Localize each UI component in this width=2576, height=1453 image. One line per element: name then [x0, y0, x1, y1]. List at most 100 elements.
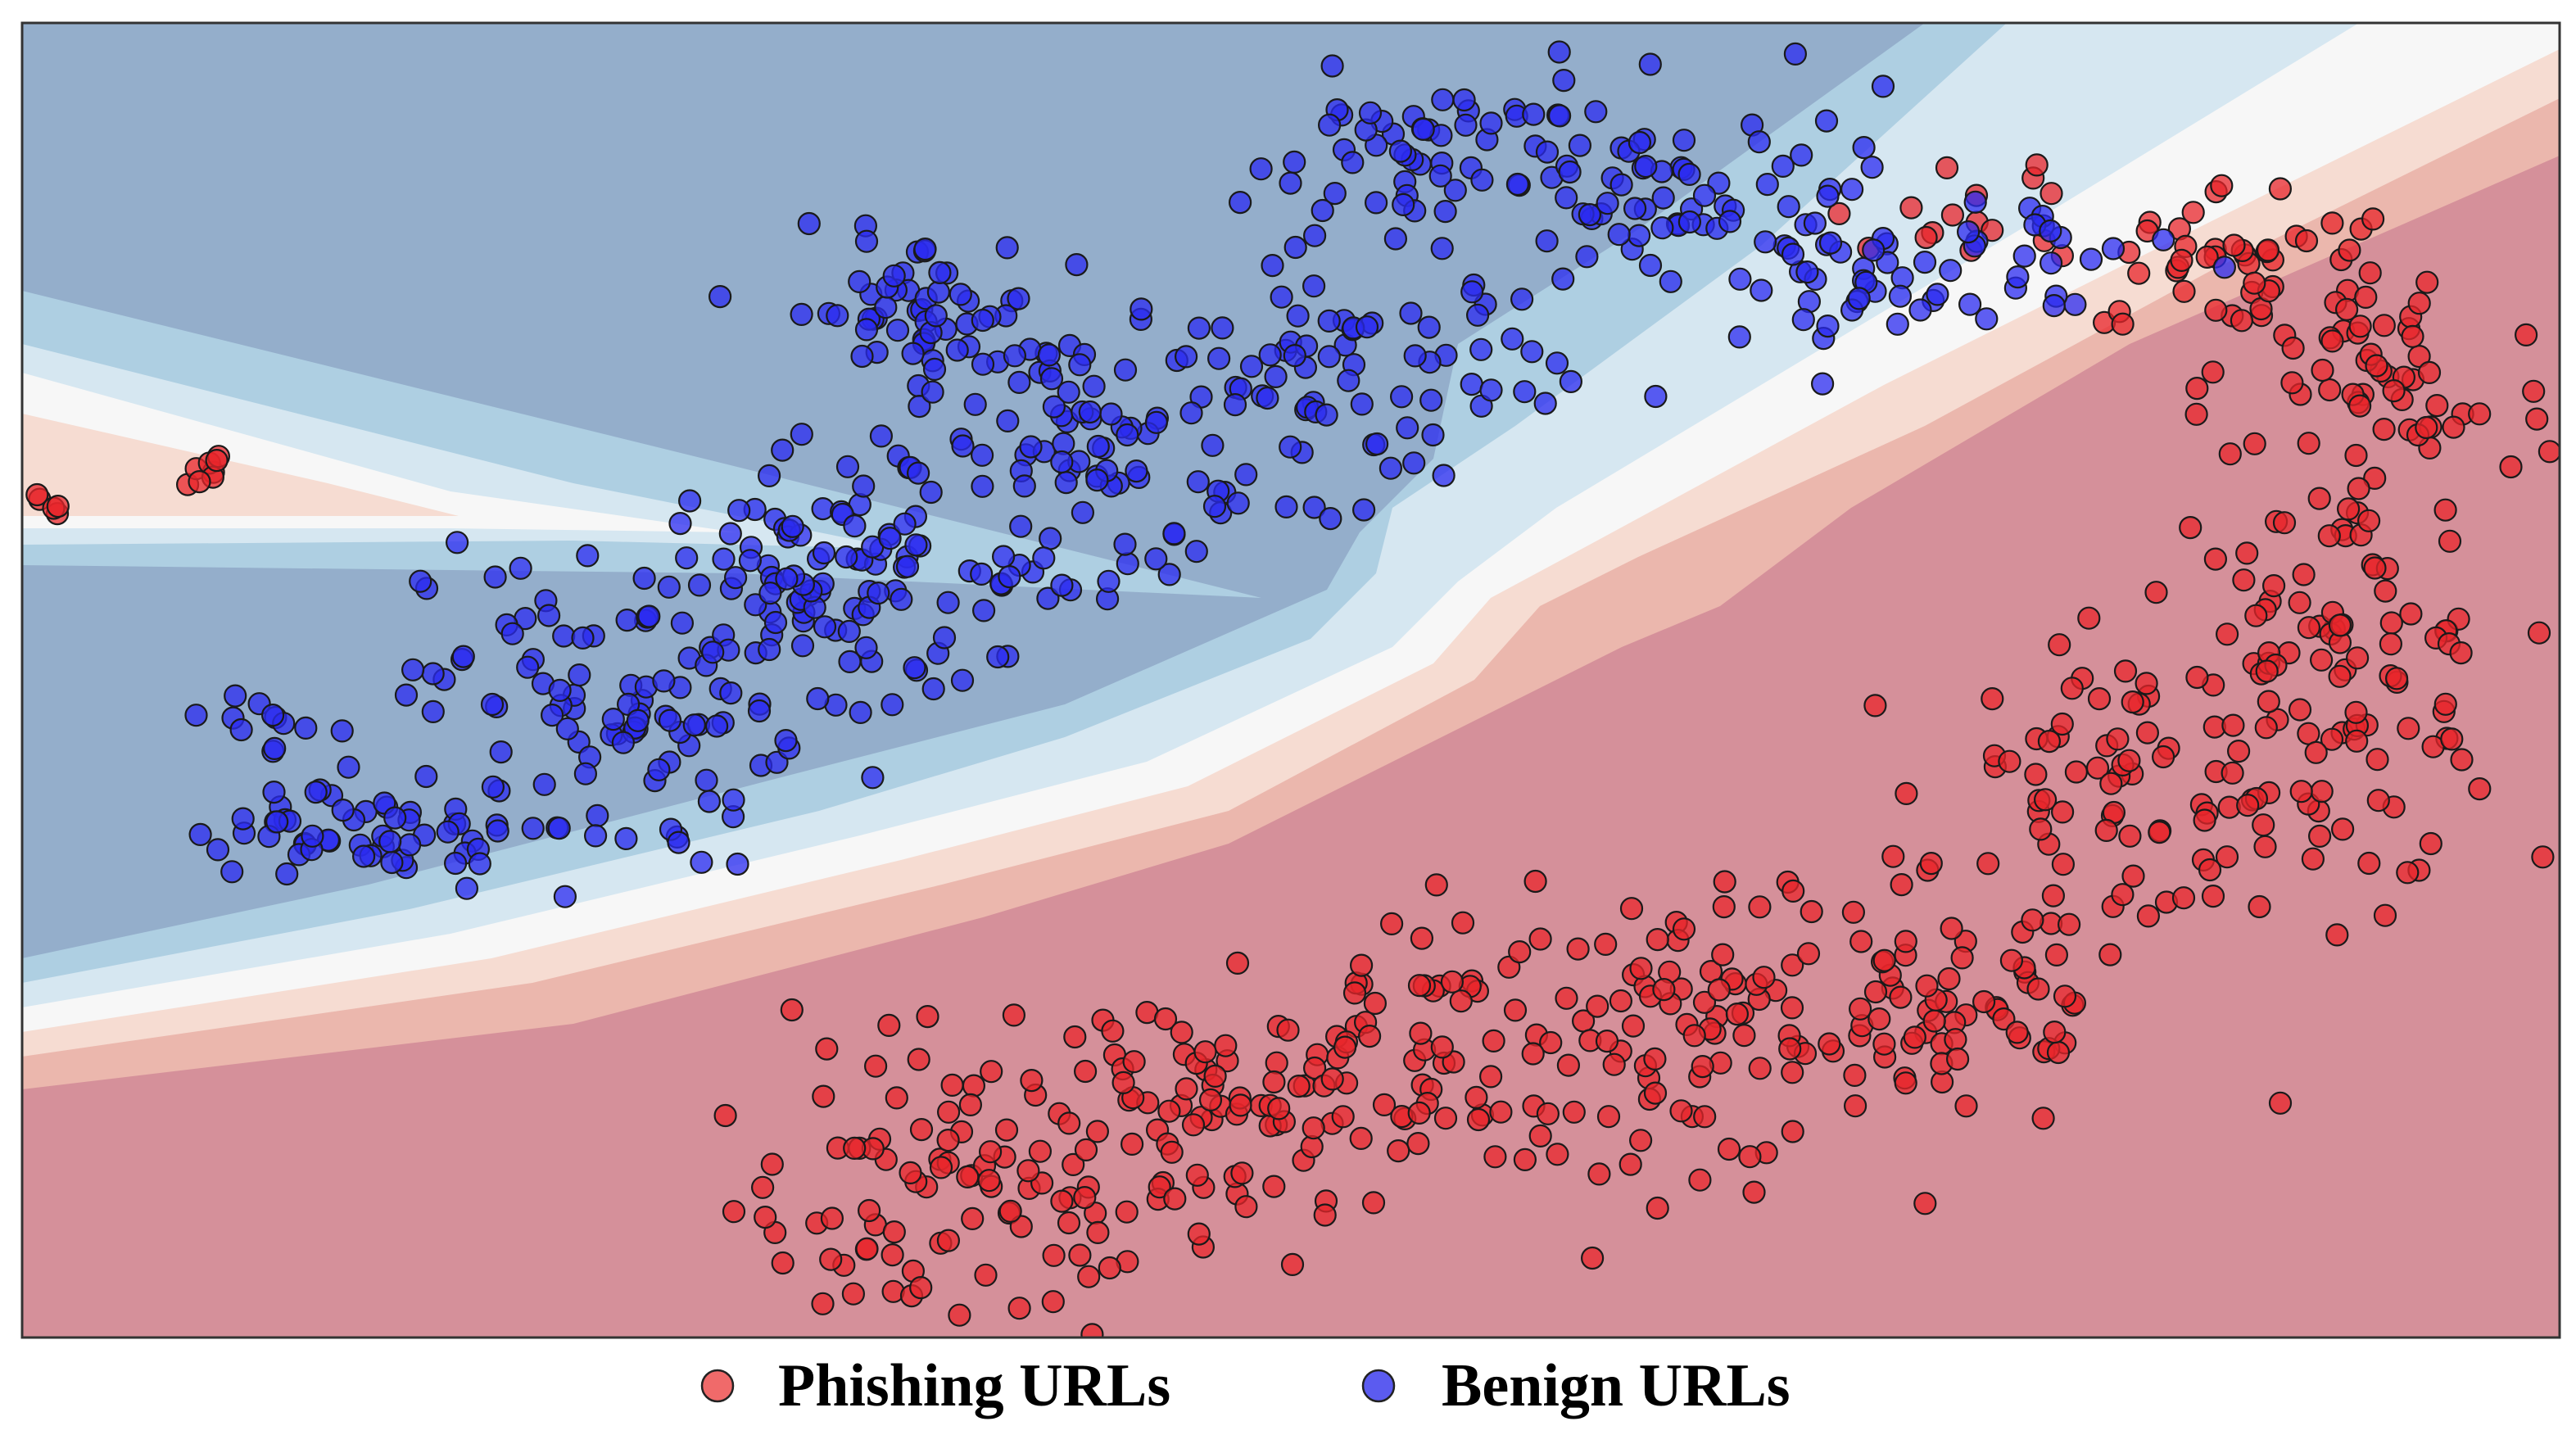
benign-point [548, 678, 572, 703]
phishing-point [1732, 1023, 1756, 1048]
benign-point [996, 409, 1020, 433]
phishing-point [2044, 943, 2068, 967]
benign-point [843, 514, 867, 538]
phishing-point [977, 1169, 1001, 1193]
phishing-point [2382, 379, 2406, 403]
phishing-point [1185, 1163, 1209, 1187]
benign-point [1728, 267, 1752, 291]
benign-point [986, 645, 1010, 669]
phishing-point [780, 998, 804, 1022]
phishing-point [1503, 998, 1528, 1022]
phishing-point [1628, 1129, 1653, 1152]
phishing-point [1946, 1047, 1970, 1071]
benign-point [1113, 358, 1138, 382]
benign-point [555, 717, 579, 740]
phishing-point [1546, 1143, 1569, 1166]
phishing-point [1841, 900, 1865, 924]
phishing-point [1020, 1068, 1044, 1093]
phishing-point [1890, 872, 1913, 897]
benign-point [1535, 229, 1559, 253]
phishing-point [2515, 323, 2538, 346]
benign-point [188, 822, 212, 847]
phishing-point [1555, 986, 1578, 1010]
phishing-point [1122, 1050, 1146, 1074]
phishing-point [2210, 174, 2234, 197]
phishing-point [1175, 1077, 1198, 1101]
benign-point [540, 703, 564, 727]
phishing-point [2366, 789, 2390, 813]
phishing-point [1894, 930, 1917, 953]
benign-point [1264, 364, 1288, 388]
benign-point [757, 464, 781, 488]
phishing-point [2292, 563, 2316, 586]
phishing-point [2236, 794, 2260, 817]
benign-point [1226, 491, 1250, 515]
phishing-point [1863, 694, 1887, 717]
phishing-point [2328, 613, 2352, 637]
benign-point [1520, 340, 1544, 364]
phishing-point [1629, 957, 1653, 980]
phishing-point [2256, 238, 2280, 262]
phishing-point [1482, 1029, 1505, 1053]
benign-point [583, 824, 608, 848]
phishing-point [2372, 417, 2396, 441]
benign-point [895, 554, 920, 578]
phishing-point [907, 1048, 930, 1071]
phishing-point [1849, 997, 1872, 1021]
benign-point [1575, 245, 1599, 269]
phishing-point [2203, 547, 2227, 571]
benign-point [1547, 40, 1571, 64]
benign-point [1392, 192, 1415, 216]
phishing-point [1073, 1059, 1098, 1084]
phishing-point [1818, 1032, 1841, 1056]
benign-point [1228, 191, 1252, 215]
phishing-point [1566, 937, 1590, 961]
benign-point [421, 699, 445, 724]
phishing-point [2040, 182, 2063, 206]
benign-point [1568, 134, 1592, 157]
phishing-point [1652, 977, 1676, 1002]
phishing-point [1872, 948, 1896, 972]
phishing-point [2328, 664, 2352, 688]
phishing-point [1539, 1030, 1563, 1055]
phishing-point [1267, 1097, 1291, 1120]
phishing-point [2401, 324, 2424, 348]
benign-point [1097, 569, 1120, 593]
benign-point [723, 566, 748, 590]
benign-point [1533, 392, 1557, 415]
benign-point [1659, 269, 1682, 293]
benign-point [614, 826, 638, 851]
phishing-point [2468, 402, 2492, 426]
phishing-point [1937, 966, 1961, 991]
phishing-point [1214, 1034, 1238, 1057]
phishing-point [1407, 974, 1432, 998]
benign-point [687, 573, 712, 597]
benign-point [1551, 267, 1575, 291]
benign-point [615, 608, 639, 632]
phishing-point [1738, 1145, 1762, 1169]
phishing-point [855, 1237, 879, 1261]
phishing-point [2396, 861, 2420, 885]
phishing-point [1062, 1152, 1085, 1177]
phishing-point [1387, 1138, 1410, 1163]
benign-point [695, 768, 718, 792]
phishing-point [1302, 1116, 1325, 1140]
benign-point [401, 658, 425, 681]
benign-point [963, 392, 987, 416]
phishing-point [1889, 985, 1913, 1009]
benign-point [1383, 227, 1408, 251]
benign-point [747, 699, 772, 723]
phishing-point [1586, 994, 1609, 1018]
benign-point [1116, 423, 1139, 447]
benign-point [1547, 104, 1572, 128]
phishing-point [2385, 667, 2409, 690]
benign-point [1428, 164, 1452, 188]
phishing-point [2254, 716, 2278, 740]
phishing-point [1111, 1071, 1135, 1095]
benign-point [1099, 402, 1123, 426]
phishing-point [1717, 1137, 1741, 1161]
benign-point [1317, 113, 1342, 137]
phishing-point [2098, 943, 2122, 966]
phishing-point [2268, 1091, 2293, 1115]
